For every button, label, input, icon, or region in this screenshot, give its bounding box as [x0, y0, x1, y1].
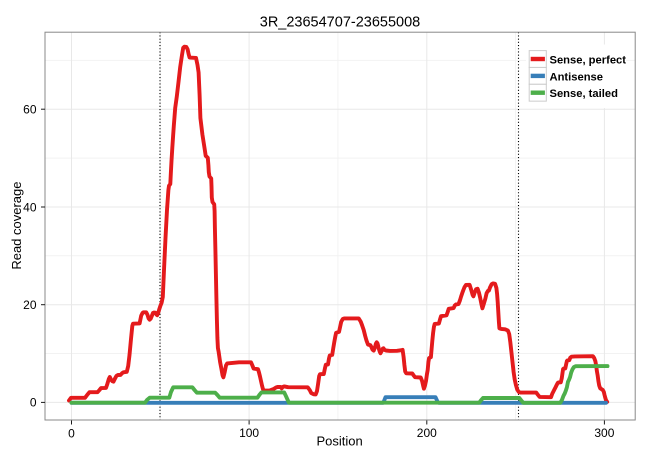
svg-text:200: 200: [417, 426, 437, 440]
svg-text:100: 100: [239, 426, 259, 440]
svg-text:3R_23654707-23655008: 3R_23654707-23655008: [260, 15, 420, 31]
svg-text:0: 0: [30, 396, 37, 410]
svg-text:0: 0: [68, 426, 75, 440]
svg-text:20: 20: [23, 298, 37, 312]
svg-text:60: 60: [23, 103, 37, 117]
svg-text:40: 40: [23, 200, 37, 214]
svg-text:Antisense: Antisense: [550, 71, 603, 83]
svg-text:Position: Position: [316, 434, 362, 449]
svg-text:Sense, tailed: Sense, tailed: [550, 88, 619, 100]
svg-text:300: 300: [594, 426, 614, 440]
svg-text:Read coverage: Read coverage: [9, 182, 24, 270]
svg-text:Sense, perfect: Sense, perfect: [550, 54, 627, 66]
